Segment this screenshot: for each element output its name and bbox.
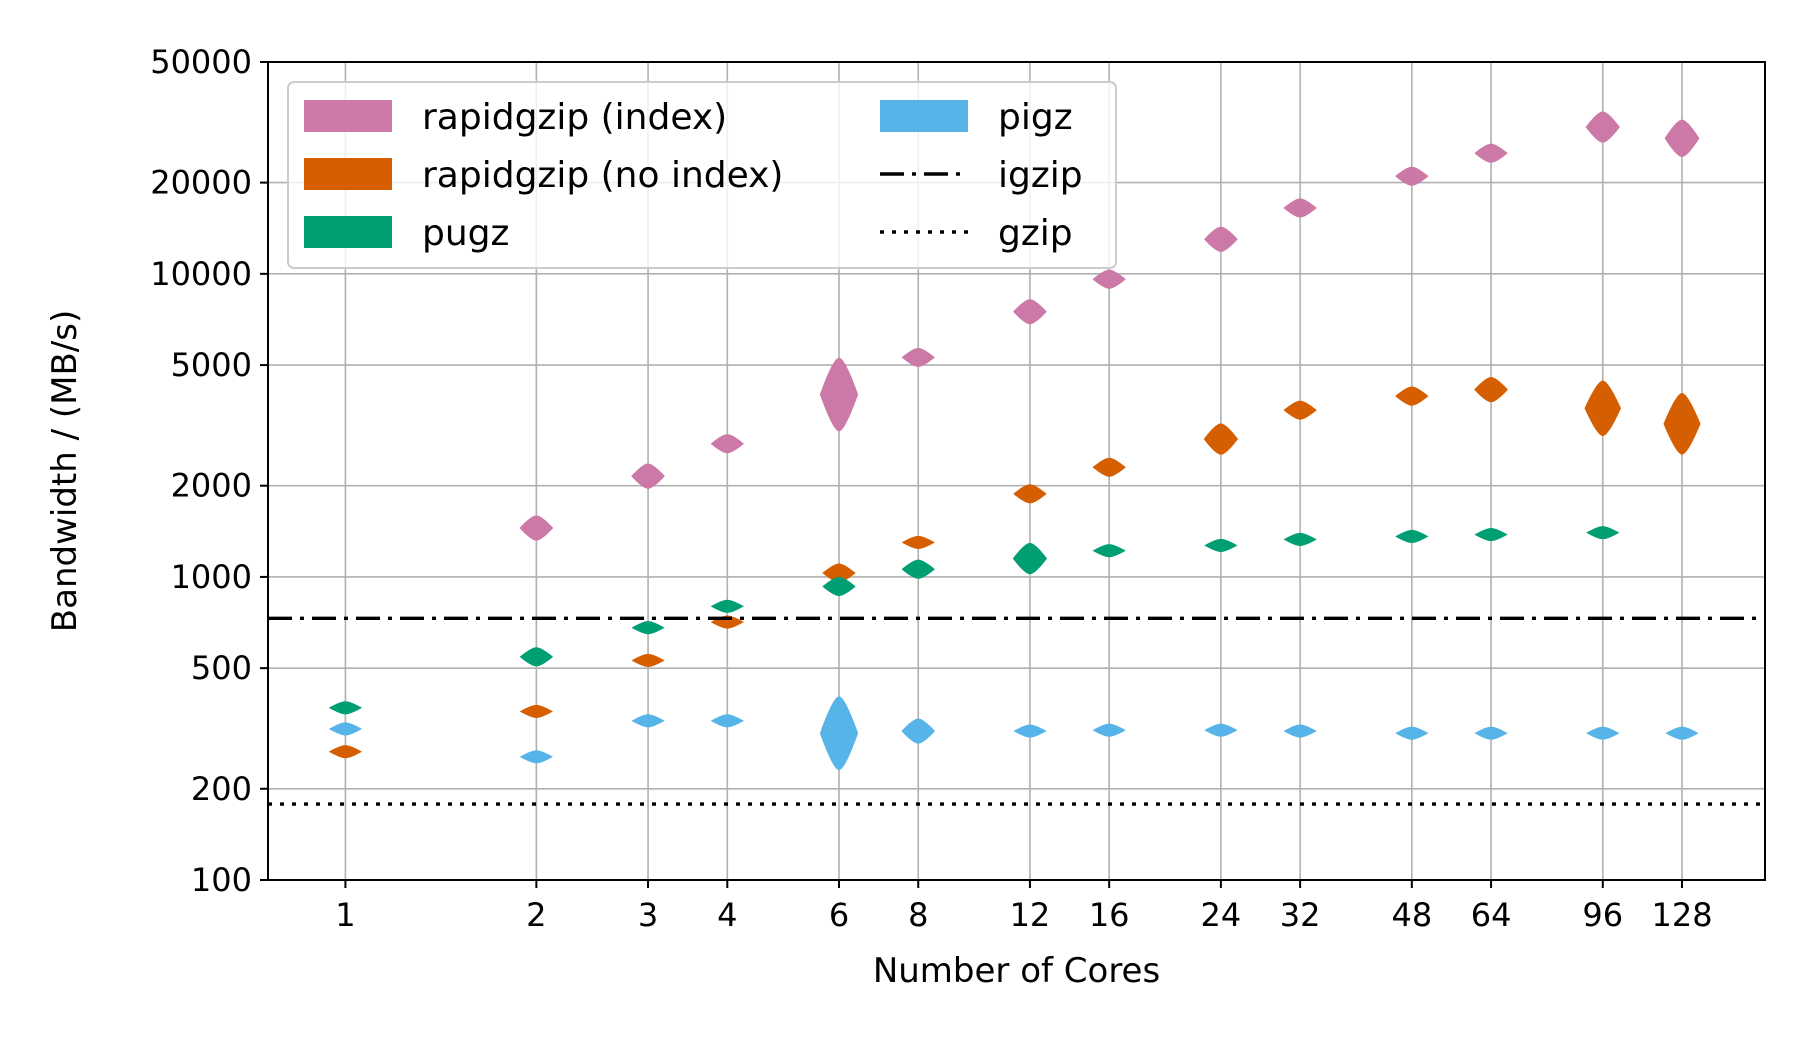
violin-pigz xyxy=(631,714,665,728)
x-tick-label: 16 xyxy=(1089,896,1130,934)
x-tick-label: 24 xyxy=(1201,896,1242,934)
x-tick-label: 48 xyxy=(1391,896,1432,934)
x-tick-label: 32 xyxy=(1280,896,1321,934)
x-tick-label: 128 xyxy=(1651,896,1712,934)
x-tick-label: 2 xyxy=(526,896,546,934)
violin-rapidgzip-no-index xyxy=(519,704,553,718)
y-tick-label: 10000 xyxy=(150,255,252,293)
legend-swatch-rapidgzip-no-index xyxy=(304,158,392,190)
violin-pigz xyxy=(328,722,363,736)
violin-pugz xyxy=(1092,544,1126,558)
violin-rapidgzip-index xyxy=(1664,119,1700,158)
violin-pugz xyxy=(631,621,665,635)
legend-label-gzip: gzip xyxy=(998,213,1073,254)
violin-rapidgzip-index xyxy=(1395,166,1429,186)
legend-label-rapidgzip-no-index: rapidgzip (no index) xyxy=(422,155,783,196)
violin-pigz xyxy=(1395,726,1429,740)
violin-pigz xyxy=(901,718,936,744)
reference-lines xyxy=(268,616,1765,806)
violin-pigz xyxy=(1204,723,1238,737)
violin-rapidgzip-index xyxy=(1283,198,1317,218)
violin-pugz xyxy=(1395,529,1429,544)
x-tick-label: 3 xyxy=(638,896,658,934)
x-tick-label: 6 xyxy=(829,896,849,934)
violin-pugz xyxy=(328,701,363,715)
violin-rapidgzip-index xyxy=(1013,299,1047,325)
violin-pigz xyxy=(710,714,744,728)
violin-pugz xyxy=(1283,532,1317,546)
violin-rapidgzip-index xyxy=(1585,111,1620,143)
violin-pugz xyxy=(710,599,744,613)
x-tick-label: 8 xyxy=(908,896,928,934)
violin-rapidgzip-index xyxy=(710,434,744,454)
axis-ticks: 1 2 3 4 6 8 12 16 24 32 48 64 96 12810020050010002000… xyxy=(150,43,1712,934)
violin-rapidgzip-no-index xyxy=(1203,423,1239,455)
violin-rapidgzip-no-index xyxy=(1663,393,1701,455)
legend-swatch-pugz xyxy=(304,216,392,248)
legend-swatch-rapidgzip-index xyxy=(304,100,392,132)
violin-rapidgzip-index xyxy=(519,515,554,541)
violin-pugz xyxy=(1586,526,1620,540)
violin-pugz xyxy=(1204,538,1238,553)
y-tick-label: 200 xyxy=(191,770,252,808)
y-tick-label: 5000 xyxy=(171,346,252,384)
x-tick-label: 64 xyxy=(1471,896,1512,934)
x-tick-label: 1 xyxy=(335,896,355,934)
violin-rapidgzip-index xyxy=(819,357,859,432)
legend: rapidgzip (index) rapidgzip (no index) pug… xyxy=(287,81,1117,269)
violin-pigz xyxy=(1013,724,1047,738)
violin-pugz xyxy=(519,647,554,667)
legend-label-rapidgzip-index: rapidgzip (index) xyxy=(422,97,727,138)
x-tick-label: 96 xyxy=(1582,896,1623,934)
violin-pugz xyxy=(901,559,935,579)
violin-pigz xyxy=(1283,724,1317,738)
violin-rapidgzip-no-index xyxy=(1584,380,1622,437)
violin-pigz xyxy=(819,696,859,771)
y-tick-label: 2000 xyxy=(171,467,252,505)
y-tick-label: 1000 xyxy=(171,558,252,596)
violin-rapidgzip-index xyxy=(901,347,935,368)
x-tick-label: 12 xyxy=(1010,896,1051,934)
violin-rapidgzip-no-index xyxy=(1013,484,1047,504)
violin-rapidgzip-no-index xyxy=(1395,386,1429,406)
legend-label-igzip: igzip xyxy=(998,155,1083,196)
violins xyxy=(328,111,1701,771)
x-tick-label: 4 xyxy=(717,896,737,934)
violin-rapidgzip-no-index xyxy=(631,653,665,668)
y-tick-label: 100 xyxy=(191,861,252,899)
violin-rapidgzip-index xyxy=(1474,143,1508,163)
plot-frame xyxy=(267,61,1766,881)
violin-pigz xyxy=(1474,726,1508,740)
violin-pugz xyxy=(1474,527,1508,542)
violin-pigz xyxy=(1586,726,1620,740)
violin-rapidgzip-index xyxy=(1092,269,1126,289)
violin-pugz xyxy=(1012,542,1048,575)
violin-pigz xyxy=(519,750,553,764)
violin-pigz xyxy=(1665,726,1699,740)
y-tick-label: 20000 xyxy=(150,164,252,202)
violin-rapidgzip-no-index xyxy=(1283,400,1317,420)
y-axis-label: Bandwidth / (MB/s) xyxy=(45,310,85,632)
violin-rapidgzip-no-index xyxy=(1092,457,1126,477)
legend-swatch-pigz xyxy=(880,100,968,132)
violin-rapidgzip-index xyxy=(1203,226,1238,252)
x-axis-label: Number of Cores xyxy=(873,951,1160,991)
violin-rapidgzip-index xyxy=(631,463,665,489)
legend-label-pigz: pigz xyxy=(998,97,1073,138)
legend-label-pugz: pugz xyxy=(422,213,509,254)
violin-rapidgzip-no-index xyxy=(901,535,935,549)
violin-pugz xyxy=(822,576,856,597)
y-tick-label: 50000 xyxy=(150,43,252,81)
violin-pigz xyxy=(1092,723,1126,737)
violin-rapidgzip-no-index xyxy=(328,745,363,759)
violin-rapidgzip-no-index xyxy=(1474,376,1508,403)
y-tick-label: 500 xyxy=(191,649,252,687)
